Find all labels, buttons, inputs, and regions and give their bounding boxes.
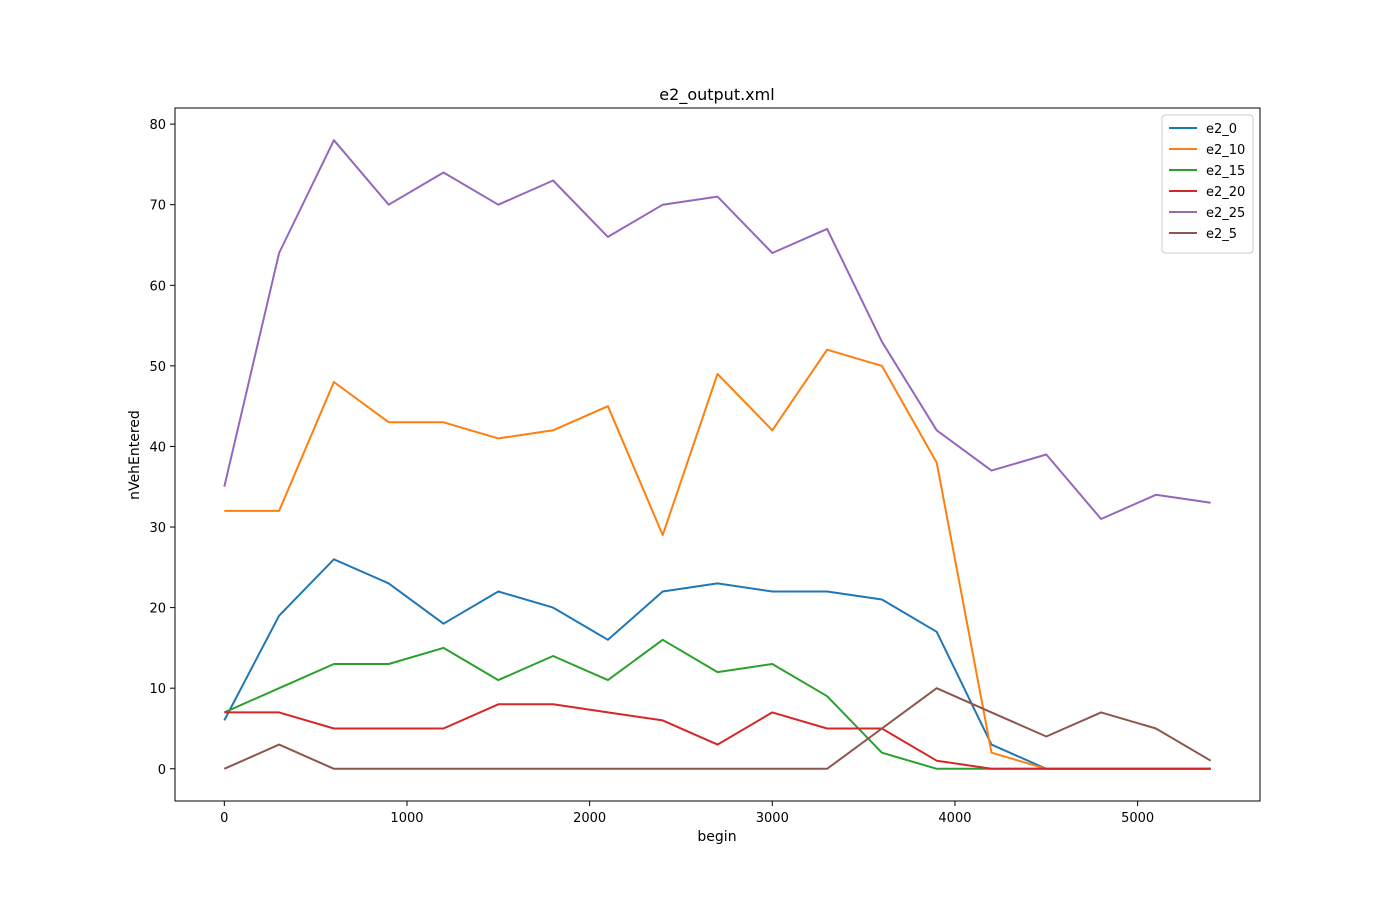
y-tick-label: 0 [158, 763, 166, 778]
legend: e2_0 e2_10 e2_15 e2_20 e2_25 e2_5 [1161, 114, 1254, 254]
x-tick-label: 0 [220, 811, 228, 826]
series-line-e2_25 [223, 139, 1211, 520]
x-tick-label: 3000 [756, 811, 789, 826]
legend-label-e2_10: e2_10 [1206, 143, 1245, 158]
y-axis: 0 10 20 30 40 50 60 70 80 [149, 118, 175, 778]
y-tick-label: 30 [149, 521, 166, 536]
y-tick-label: 70 [149, 199, 166, 214]
x-tick-label: 2000 [573, 811, 606, 826]
y-tick-label: 50 [149, 360, 166, 375]
series-line-e2_5 [223, 687, 1212, 770]
series-lines [223, 139, 1212, 770]
legend-label-e2_25: e2_25 [1206, 206, 1245, 221]
x-tick-label: 1000 [390, 811, 423, 826]
series-line-e2_15 [223, 638, 1211, 770]
series-line-e2_10 [224, 348, 1211, 770]
x-tick-label: 5000 [1121, 811, 1154, 826]
x-axis-label: begin [697, 829, 736, 845]
y-tick-label: 80 [149, 118, 166, 133]
y-tick-label: 40 [149, 440, 166, 455]
series-line-e2_20 [224, 703, 1211, 770]
y-axis-label: nVehEntered [127, 410, 143, 500]
y-tick-label: 10 [149, 682, 166, 697]
legend-label-e2_5: e2_5 [1206, 227, 1237, 242]
chart-title: e2_output.xml [659, 85, 774, 105]
legend-label-e2_0: e2_0 [1206, 122, 1237, 137]
x-tick-label: 4000 [938, 811, 971, 826]
y-tick-label: 20 [149, 602, 166, 617]
legend-label-e2_15: e2_15 [1206, 164, 1245, 179]
plot-area-frame [174, 107, 1261, 802]
legend-label-e2_20: e2_20 [1206, 185, 1245, 200]
y-tick-label: 60 [149, 279, 166, 294]
x-axis: 0 1000 2000 3000 4000 5000 [220, 801, 1154, 826]
